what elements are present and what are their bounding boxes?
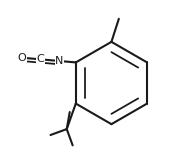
Text: O: O (17, 53, 26, 63)
Text: C: C (37, 54, 44, 64)
Text: N: N (55, 56, 64, 66)
